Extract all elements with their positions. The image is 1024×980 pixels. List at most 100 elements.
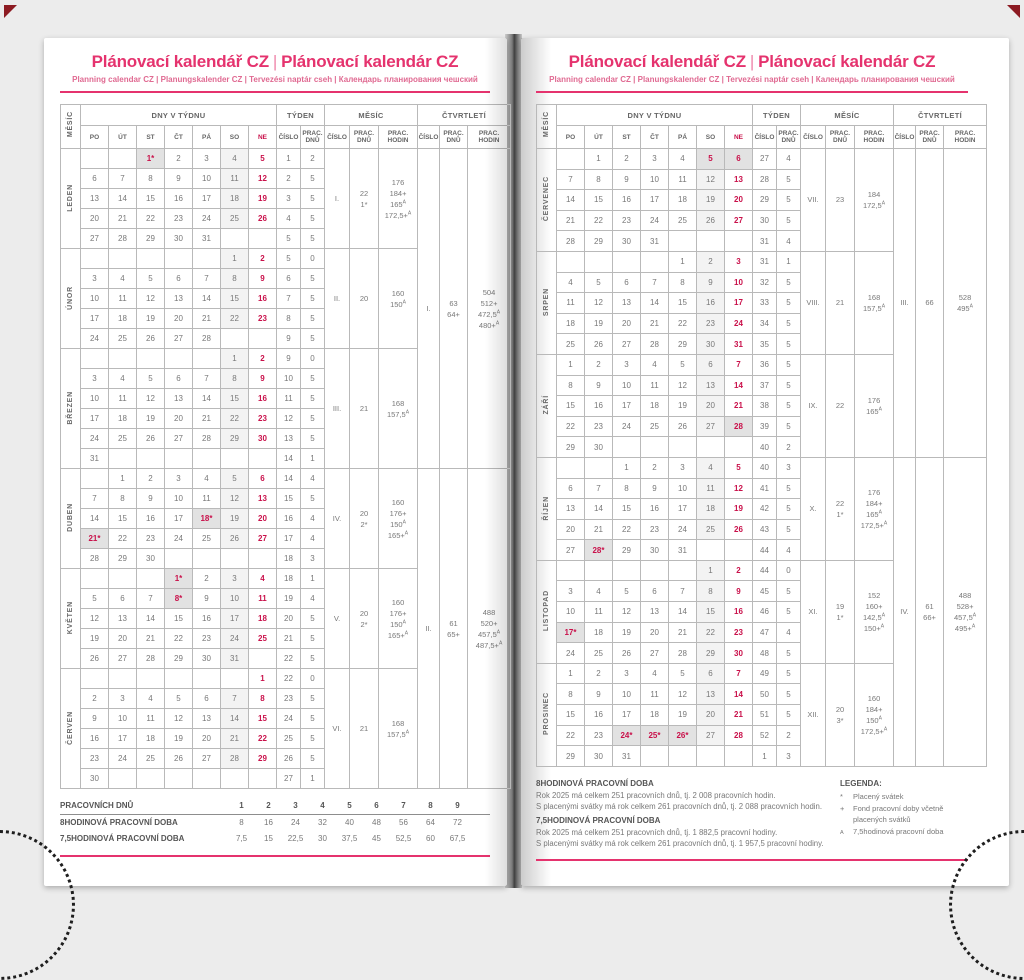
week-workdays-cell: 2: [299, 148, 326, 169]
day-cell: 15: [136, 188, 165, 209]
week-row: 24 25 26 27 28 29 30 48 5: [537, 642, 987, 664]
planner-spread: Plánovací kalendář CZ | Plánovací kalendár…: [0, 5, 1024, 980]
summary-line: 160: [391, 597, 405, 607]
footnote-marker: A: [881, 200, 886, 207]
day-cell: 28: [724, 415, 753, 438]
month-label: SRPEN: [536, 250, 557, 355]
day-cell: 22: [220, 408, 249, 429]
day-cell: [108, 148, 137, 169]
footnote-marker: A: [496, 309, 501, 315]
week-workdays-cell: 0: [299, 668, 326, 689]
column-header: PRAC. DNŮ: [349, 125, 380, 149]
day-cell: 24: [108, 748, 137, 769]
legend-item: A 7,5hodinová pracovní doba: [840, 827, 968, 839]
day-cell: 5: [724, 456, 753, 479]
week-number-cell: 28: [752, 168, 777, 191]
day-cell: 23: [612, 209, 641, 232]
day-cell: 27: [248, 528, 277, 549]
quarter-number-cell: I.: [417, 148, 441, 469]
day-cell: [220, 668, 249, 689]
day-cell: [192, 248, 221, 269]
week-number-cell: 29: [752, 189, 777, 211]
day-cell: [220, 548, 249, 569]
day-cell: 18: [640, 395, 669, 417]
day-cell: 19: [612, 621, 641, 644]
day-cell: 24: [192, 208, 221, 229]
day-cell: 26: [724, 518, 753, 541]
summary-line: 472,5A: [477, 309, 501, 319]
cover-corner-decoration: [4, 5, 17, 18]
day-of-week-header: PO: [80, 125, 109, 149]
day-cell: [108, 448, 137, 469]
week-workdays-cell: 5: [299, 308, 326, 329]
day-cell: 1: [556, 353, 585, 376]
summary-line: 150+A: [863, 623, 885, 633]
day-cell: 9: [164, 168, 193, 189]
working-days-count-header: 5: [336, 798, 363, 815]
summary-line: 2*: [360, 619, 368, 629]
summary-line: 160: [391, 288, 405, 298]
day-cell: 28: [192, 428, 221, 449]
day-cell: [696, 436, 725, 458]
cover-corner-decoration: [1007, 5, 1020, 18]
column-header: PRAC. HODIN: [943, 125, 988, 149]
week-number-cell: 41: [752, 477, 777, 500]
day-of-week-header: ÚT: [584, 125, 613, 149]
day-cell: 8: [220, 268, 249, 289]
week-workdays-cell: 5: [775, 395, 802, 417]
day-cell: 29: [108, 548, 137, 569]
summary-line: 176: [867, 395, 881, 405]
summary-line: 512+: [480, 298, 498, 308]
day-cell: 10: [668, 477, 697, 500]
week-workdays-cell: 5: [299, 188, 326, 209]
day-cell: 4: [668, 148, 697, 170]
day-cell: 1: [220, 248, 249, 269]
day-cell: 6: [248, 468, 277, 489]
day-cell: 11: [640, 683, 669, 706]
day-cell: 23: [696, 312, 725, 335]
day-cell: [192, 668, 221, 689]
week-workdays-cell: 0: [299, 248, 326, 269]
day-cell: [640, 745, 669, 767]
working-days-table: PRACOVNÍCH DNŮ 1 2 3 4 5 6 7 8 9 8HODINOVÁ PRACOVN…: [60, 798, 490, 846]
day-cell: 2: [584, 662, 613, 685]
day-cell: 8: [696, 580, 725, 603]
summary-line: 160: [391, 497, 405, 507]
day-cell: 20: [192, 728, 221, 749]
day-cell: [164, 348, 193, 369]
week-workdays-cell: 5: [775, 683, 802, 706]
month-workdays-cell: 20: [349, 248, 380, 349]
spacer: [471, 814, 490, 830]
column-header: ČÍSLO: [752, 125, 777, 149]
week-workdays-cell: 5: [299, 688, 326, 709]
month-hours-cell: 160 176+ 150A 165+A: [378, 568, 419, 669]
day-cell: 13: [164, 288, 193, 309]
day-cell: 16: [612, 189, 641, 211]
summary-line: 168: [867, 292, 881, 302]
day-cell: 2: [696, 250, 725, 273]
week-row: 4 5 6 7 8 9 10 32 5: [537, 271, 987, 294]
footnote-marker: A: [405, 409, 410, 415]
day-cell: 14: [724, 374, 753, 397]
month-number-cell: III.: [324, 348, 351, 469]
day-cell: [612, 436, 641, 458]
day-cell: 27: [696, 724, 725, 747]
day-cell: [724, 539, 753, 561]
week-number-cell: 43: [752, 518, 777, 541]
day-cell: 6: [192, 688, 221, 709]
week-row: 30 27 1: [61, 768, 511, 789]
day-cell: 16: [248, 288, 277, 309]
day-cell: [136, 768, 165, 789]
day-cell: 12: [724, 477, 753, 500]
day-cell: 12: [668, 374, 697, 397]
day-cell: 16: [584, 395, 613, 417]
day-cell: 7: [724, 662, 753, 685]
day-cell: 22: [136, 208, 165, 229]
day-cell: 14: [640, 292, 669, 314]
title-part-sk: Plánovací kalendár CZ: [281, 52, 459, 71]
day-cell: 25: [248, 628, 277, 649]
day-cell: [220, 768, 249, 789]
day-cell: 24: [164, 528, 193, 549]
week-workdays-cell: 4: [299, 588, 326, 609]
day-cell: 24: [612, 415, 641, 438]
